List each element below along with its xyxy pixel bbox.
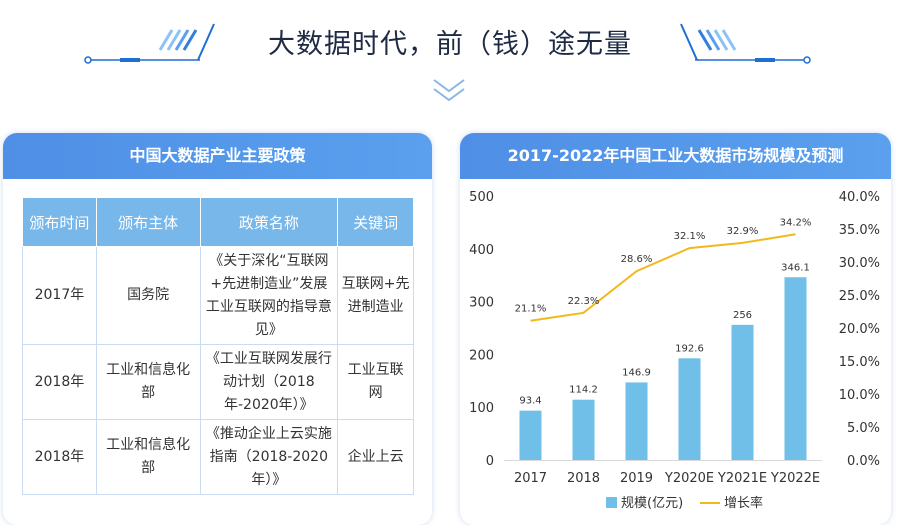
x-tick-label: Y2020E (664, 471, 714, 486)
line-value-label: 22.3% (568, 296, 600, 307)
policy-panel: 中国大数据产业主要政策 颁布时间 颁布主体 政策名称 关键词 2017年 国务院… (3, 133, 432, 525)
market-size-chart: 0 100 200 300 400 500 0.0% 5.0% 10.0% 15.0% 20.0% 2… (469, 190, 880, 511)
right-decoration-icon (680, 23, 811, 64)
table-cell: 2018年 (22, 344, 97, 420)
x-tick-label: Y2022E (770, 471, 820, 486)
y-tick-label: 300 (469, 296, 494, 311)
table-cell: 工业和信息化部 (95, 419, 201, 495)
y2-tick-label: 20.0% (839, 322, 880, 337)
table-cell: 《关于深化“互联网+先进制造业”发展工业互联网的指导意见》 (199, 246, 339, 345)
line-value-label: 21.1% (515, 304, 547, 315)
bar (519, 410, 542, 460)
bar (731, 324, 754, 460)
x-tick-label: Y2021E (717, 471, 767, 486)
policy-table: 颁布时间 颁布主体 政策名称 关键词 2017年 国务院 《关于深化“互联网+先… (22, 197, 414, 495)
y2-tick-label: 15.0% (839, 355, 880, 370)
bar-value-label: 93.4 (519, 396, 541, 407)
y2-tick-label: 40.0% (839, 190, 880, 205)
growth-rate-line (530, 233, 796, 322)
bar (678, 358, 701, 460)
table-row: 2017年 国务院 《关于深化“互联网+先进制造业”发展工业互联网的指导意见》 … (22, 246, 414, 345)
column-header: 颁布时间 (22, 197, 97, 247)
table-header-row: 颁布时间 颁布主体 政策名称 关键词 (22, 197, 414, 247)
y-tick-label: 100 (469, 401, 494, 416)
x-tick-label: 2018 (567, 471, 600, 486)
bar-value-label: 114.2 (569, 385, 598, 396)
x-tick-label: 2017 (514, 471, 547, 486)
y2-tick-label: 35.0% (839, 223, 880, 238)
legend-label: 增长率 (724, 495, 763, 511)
table-cell: 企业上云 (337, 419, 414, 495)
page-title: 大数据时代，前（钱）途无量 (268, 29, 632, 60)
bar (625, 382, 648, 460)
y-tick-label: 200 (469, 348, 494, 363)
table-cell: 工业和信息化部 (95, 344, 201, 420)
line-value-label: 34.2% (780, 217, 812, 228)
bar (784, 277, 807, 460)
table-cell: 《推动企业上云实施指南（2018-2020年）》 (199, 419, 339, 495)
column-header: 政策名称 (199, 197, 339, 247)
y2-tick-label: 10.0% (839, 388, 880, 403)
y2-tick-label: 0.0% (847, 454, 880, 469)
legend-swatch-bar (606, 497, 617, 508)
bar-value-label: 256 (733, 310, 752, 321)
y2-tick-label: 30.0% (839, 256, 880, 271)
y-tick-label: 0 (486, 454, 494, 469)
line-value-label: 32.1% (674, 231, 706, 242)
table-cell: 工业互联网 (337, 344, 414, 420)
line-value-label: 28.6% (621, 254, 653, 265)
column-header: 关键词 (337, 197, 414, 247)
column-header: 颁布主体 (95, 197, 201, 247)
y-tick-label: 500 (469, 190, 494, 205)
table-cell: 国务院 (95, 246, 201, 345)
table-cell: 互联网+先进制造业 (337, 246, 414, 345)
table-cell: 《工业互联网发展行动计划（2018年-2020年）》 (199, 344, 339, 420)
bar-value-label: 146.9 (622, 367, 651, 378)
bar (572, 399, 595, 460)
line-value-label: 32.9% (727, 226, 759, 237)
bar-value-label: 346.1 (781, 262, 810, 273)
chevron-down-icon (433, 79, 465, 102)
x-tick-label: 2019 (620, 471, 653, 486)
y-tick-label: 400 (469, 243, 494, 258)
legend-label: 规模(亿元) (621, 496, 683, 511)
y2-tick-label: 5.0% (847, 421, 880, 436)
table-cell: 2017年 (22, 246, 97, 345)
chart-panel-title: 2017-2022年中国工业大数据市场规模及预测 (460, 133, 891, 179)
table-cell: 2018年 (22, 419, 97, 495)
y2-tick-label: 25.0% (839, 289, 880, 304)
policy-panel-title: 中国大数据产业主要政策 (3, 133, 432, 179)
chart-panel: 2017-2022年中国工业大数据市场规模及预测 0 100 200 300 400 50… (460, 133, 891, 525)
bar-value-label: 192.6 (675, 343, 704, 354)
table-row: 2018年 工业和信息化部 《推动企业上云实施指南（2018-2020年）》 企… (22, 419, 414, 495)
table-row: 2018年 工业和信息化部 《工业互联网发展行动计划（2018年-2020年）》… (22, 344, 414, 420)
left-decoration-icon (84, 23, 215, 64)
